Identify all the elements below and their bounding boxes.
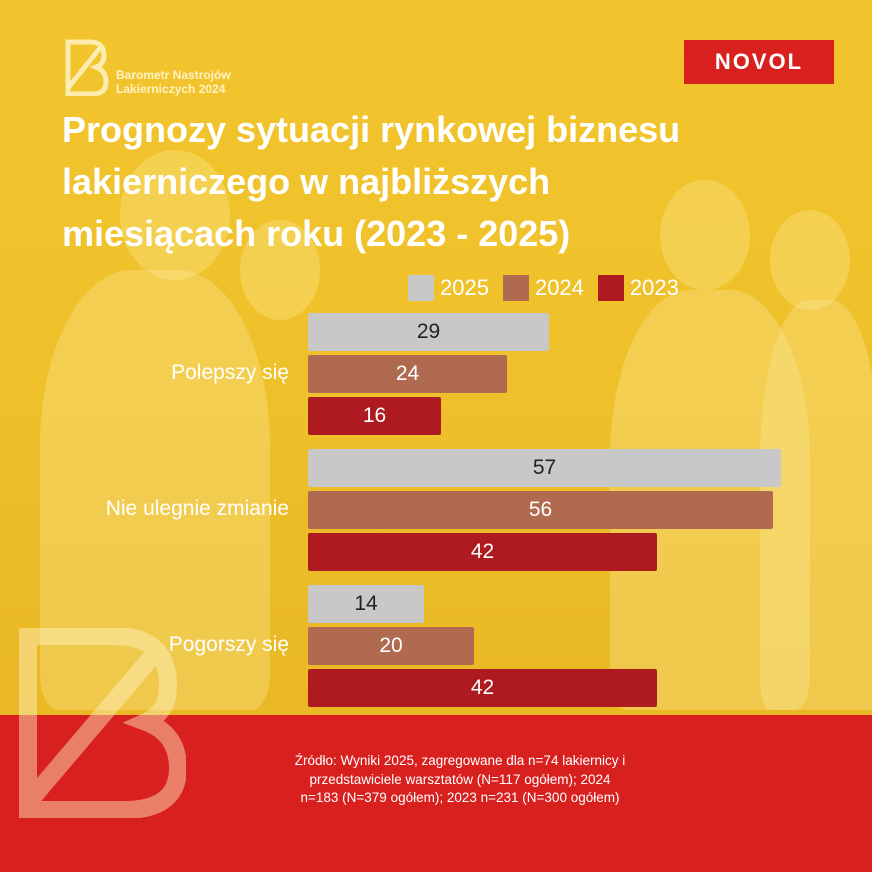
bar-2023: 42 xyxy=(308,669,657,707)
bar-2025: 14 xyxy=(308,585,424,623)
legend-item-2025: 2025 xyxy=(408,275,489,301)
bar-value-label: 57 xyxy=(532,456,557,479)
brand-name: Barometr Nastrojów Lakierniczych 2024 xyxy=(116,68,231,96)
bar-value-label: 24 xyxy=(395,362,420,385)
brand-line-1: Barometr Nastrojów xyxy=(116,68,231,82)
novol-logo: NOVOL xyxy=(684,40,834,84)
bar-value-label: 42 xyxy=(470,540,495,563)
bar-2025: 57 xyxy=(308,449,781,487)
category-label: Nie ulegnie zmianie xyxy=(105,497,289,520)
brand-line-2: Lakierniczych 2024 xyxy=(116,82,226,96)
category-label: Pogorszy się xyxy=(168,633,289,656)
category-label: Polepszy się xyxy=(171,361,289,384)
bar-2024: 24 xyxy=(308,355,507,393)
legend-swatch-2024 xyxy=(502,275,529,301)
legend-item-2023: 2023 xyxy=(597,275,679,301)
legend-label-2025: 2025 xyxy=(440,275,489,300)
bar-value-label: 42 xyxy=(470,676,495,699)
chart-legend: 2025 2024 2023 xyxy=(408,273,693,303)
bar-value-label: 29 xyxy=(416,320,441,343)
legend-item-2024: 2024 xyxy=(502,275,584,301)
source-line-3: n=183 (N=379 ogółem); 2023 n=231 (N=300 … xyxy=(300,790,620,805)
legend-label-2024: 2024 xyxy=(534,275,584,300)
source-note: Źródło: Wyniki 2025, zagregowane dla n=7… xyxy=(240,752,680,808)
title-line-2: lakierniczego w najbliższych xyxy=(62,161,551,202)
footer-band xyxy=(0,715,872,872)
photo-background xyxy=(0,0,872,715)
bar-value-label: 16 xyxy=(362,404,387,427)
bar-2023: 42 xyxy=(308,533,657,571)
source-line-1: Źródło: Wyniki 2025, zagregowane dla n=7… xyxy=(294,753,626,768)
bar-2025: 29 xyxy=(308,313,549,351)
bar-2024: 56 xyxy=(308,491,773,529)
bar-value-label: 20 xyxy=(379,634,403,657)
title-line-1: Prognozy sytuacji rynkowej biznesu xyxy=(62,109,681,150)
bar-2023: 16 xyxy=(308,397,441,435)
legend-swatch-2023 xyxy=(597,275,624,301)
bar-2024: 20 xyxy=(308,627,474,665)
barometr-logo-icon xyxy=(65,39,109,96)
bar-value-label: 56 xyxy=(528,498,553,521)
legend-swatch-2025 xyxy=(408,275,434,301)
legend-label-2023: 2023 xyxy=(629,275,679,300)
page-title: Prognozy sytuacji rynkowej biznesu lakie… xyxy=(62,104,842,260)
bar-value-label: 14 xyxy=(354,592,378,615)
title-line-3: miesiącach roku (2023 - 2025) xyxy=(62,213,571,254)
source-line-2: przedstawiciele warsztatów (N=117 ogółem… xyxy=(309,771,611,787)
barometr-watermark-icon xyxy=(19,628,186,818)
